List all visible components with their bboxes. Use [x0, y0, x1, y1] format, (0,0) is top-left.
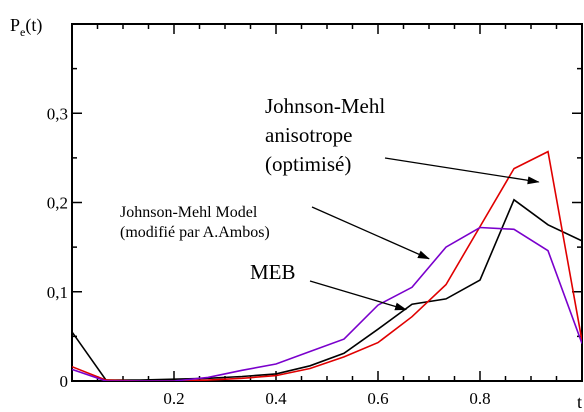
axes	[71, 23, 583, 382]
annotation-arrow	[384, 157, 540, 185]
annotation-text: Johnson-Mehl Model	[120, 204, 258, 221]
annotation-text: MEB	[250, 260, 296, 284]
annotation-text: Johnson-Mehl	[265, 94, 385, 118]
series-layer	[72, 150, 582, 381]
series-line-2	[72, 150, 582, 381]
y-axis-title-suffix: (t)	[25, 15, 42, 36]
tick-labels: 0.2 0.4 0.6 0.8 0 0,1 0,2 0,3	[47, 104, 491, 408]
series-line-3	[72, 226, 582, 381]
annotation-text: (modifié par A.Ambos)	[120, 224, 270, 241]
x-tick-label: 0.8	[469, 389, 490, 408]
x-tick-label: 0.6	[367, 389, 388, 408]
x-tick-label: 0.4	[265, 389, 287, 408]
annotation-arrow	[311, 206, 430, 260]
y-tick-label: 0,1	[47, 283, 68, 302]
plot-frame	[71, 23, 583, 382]
annotation-2: Johnson-Mehl Model (modifié par A.Ambos)	[120, 204, 430, 260]
annotation-1: Johnson-Mehl anisotrope (optimisé)	[265, 94, 540, 185]
annotation-text: (optimisé)	[265, 152, 351, 176]
y-axis-title: Pe(t)	[10, 15, 42, 39]
annotation-text: anisotrope	[265, 123, 352, 147]
annotation-arrow	[309, 280, 408, 311]
svg-text:Pe(t): Pe(t)	[10, 15, 42, 39]
annotation-3: MEB	[250, 260, 408, 311]
x-tick-label: 0.2	[163, 389, 184, 408]
y-tick-label: 0	[60, 372, 69, 391]
series-line-1	[72, 198, 582, 381]
x-axis-title: t	[577, 392, 582, 412]
y-axis-title-sub: e	[20, 25, 25, 39]
y-tick-label: 0,2	[47, 194, 68, 213]
y-axis-title-main: P	[10, 15, 20, 35]
y-tick-label: 0,3	[47, 104, 68, 123]
annotations: Johnson-Mehlanisotrope(optimisé)Johnson-…	[120, 94, 540, 311]
